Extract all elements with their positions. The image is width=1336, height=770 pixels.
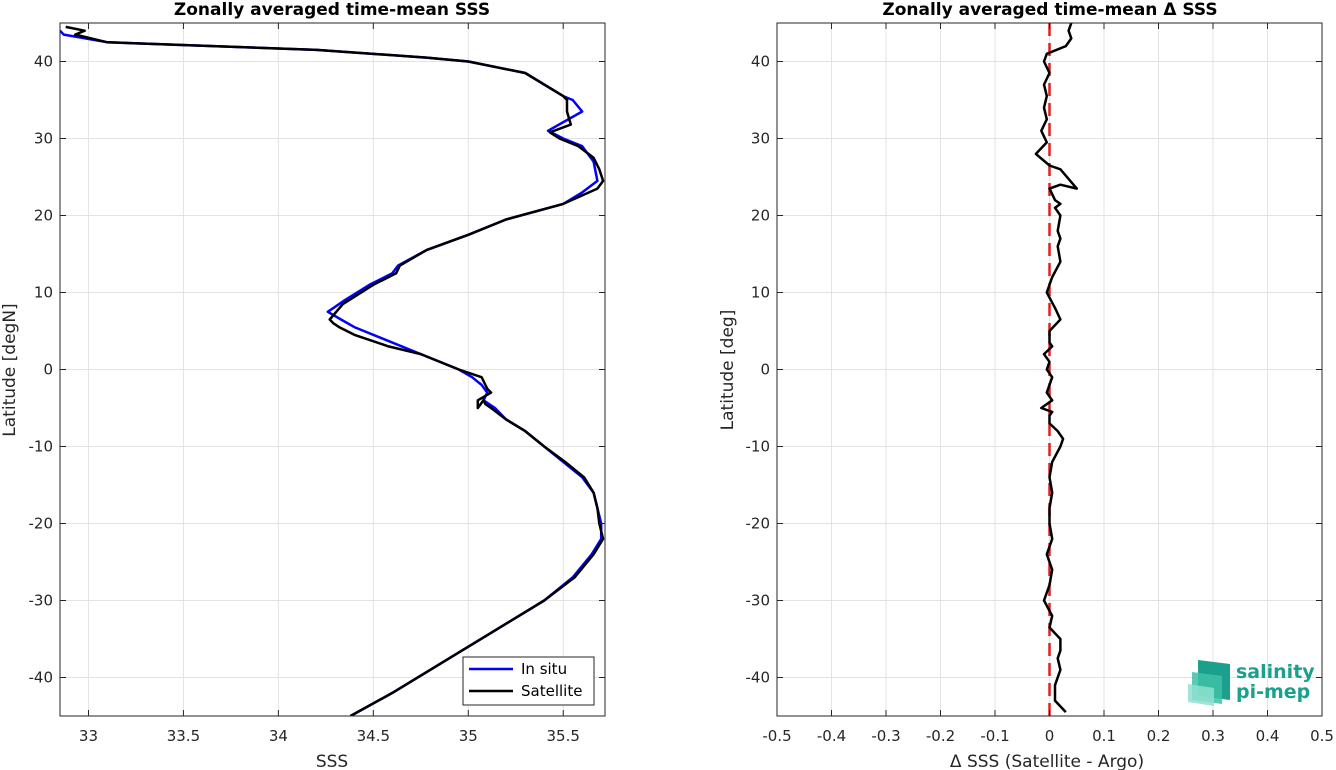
sss-y-tick-label: -40 [29,669,54,687]
sss-panel: 33 33.5 34 34.5 35 35.5-40-30-20-10010203040 … [0,0,606,770]
sss-satellite-line [65,25,605,716]
delta-y-tick-label: -20 [746,515,771,533]
wave-logo-icon [1188,660,1230,706]
sss-ticks: 33 33.5 34 34.5 35 35.5 -40 -30 -20 -10 0 10 20 30 40 [29,23,605,745]
sss-x-tick-label: 34 [269,727,288,745]
sss-y-tick-label: 0 [43,361,53,379]
sss-y-tick-label: 10 [34,284,53,302]
delta-x-tick-label: 0.2 [1147,727,1171,745]
sss-y-axis-label: Latitude [degN] [0,303,20,436]
logo-line1: salinity [1236,661,1315,683]
delta-x-tick-label: -0.2 [926,727,955,745]
delta-series-0-line [1034,23,1079,713]
delta-chart-title: Zonally averaged time-mean Δ SSS [882,0,1217,20]
sss-y-tick-label: 20 [34,207,53,225]
sss-y-tick-label: -20 [29,515,54,533]
legend-box [462,656,595,706]
sss-x-tick-label: 34.5 [357,727,390,745]
delta-y-axis-label: Latitude [deg] [718,310,738,431]
sss-x-tick-label: 33 [79,727,98,745]
delta-y-tick-label: -30 [746,592,771,610]
delta-series-lines [1034,23,1079,716]
sss-x-tick-label: 35 [459,727,478,745]
delta-y-tick-label: 30 [751,130,770,148]
sss-y-tick-label: -10 [29,438,54,456]
sss-x-tick-label: 33.5 [167,727,200,745]
delta-x-tick-label: 0.1 [1092,727,1116,745]
sss-series-lines [60,25,605,716]
sss-x-axis-label: SSS [316,752,348,770]
delta-y-tick-label: 20 [751,207,770,225]
delta-x-tick-label: -0.3 [871,727,900,745]
sss-legend: In situ Satellite [462,656,595,706]
logo-line2: pi-mep [1236,681,1310,703]
sss-x-tick-label: 35.5 [547,727,580,745]
sss-y-tick-label: 40 [34,53,53,71]
delta-y-tick-label: -40 [746,669,771,687]
delta-x-tick-label: -0.1 [980,727,1009,745]
sss-chart-title: Zonally averaged time-mean SSS [174,0,490,20]
delta-x-tick-label: 0.4 [1256,727,1280,745]
sss-y-tick-label: 30 [34,130,53,148]
delta-y-tick-label: 40 [751,53,770,71]
delta-y-tick-label: 0 [760,361,770,379]
delta-y-tick-label: 10 [751,284,770,302]
salinity-pimep-logo: salinity pi-mep [1188,660,1315,706]
legend-in-situ-label: In situ [521,660,567,678]
sss-y-tick-label: -30 [29,592,54,610]
delta-x-tick-label: 0 [1045,727,1055,745]
delta-ticks: -0.5 -0.4 -0.3 -0.2 -0.1 0 0.1 0.2 0.3 0.4 0.5 -40 -… [746,23,1334,745]
delta-y-tick-label: -10 [746,438,771,456]
delta-x-tick-label: -0.5 [762,727,791,745]
delta-x-tick-label: 0.5 [1310,727,1334,745]
delta-x-axis-label: Δ SSS (Satellite - Argo) [950,752,1144,770]
legend-satellite-label: Satellite [521,682,582,700]
delta-x-tick-label: -0.4 [817,727,846,745]
delta-sss-panel: -0.5 -0.4 -0.3 -0.2 -0.1 0 0.1 0.2 0.3 0.4 0.5 -40 -… [718,0,1334,770]
delta-x-tick-label: 0.3 [1201,727,1225,745]
